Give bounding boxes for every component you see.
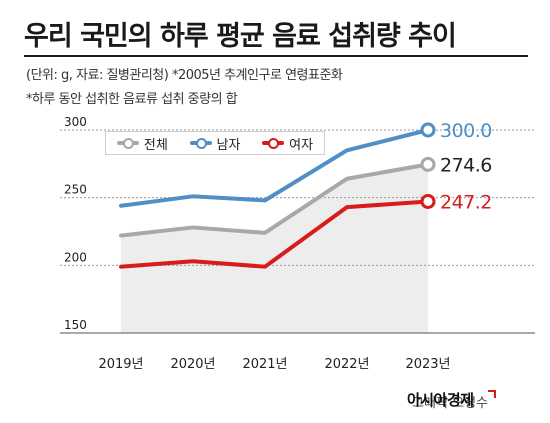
legend-item-male: 남자 <box>189 134 241 153</box>
end-point-2 <box>420 193 436 209</box>
chart-title: 우리 국민의 하루 평균 음료 섭취량 추이 <box>24 21 457 52</box>
legend: 전체 남자 여자 <box>105 131 325 155</box>
chart-subtitle: (단위: g, 자료: 질병관리청) *2005년 추계인구로 연령표준화 <box>26 68 343 83</box>
end-value-label-1: 300.0 <box>440 120 492 142</box>
brand-name: 아시아경제 <box>407 391 474 409</box>
legend-item-total: 전체 <box>116 134 168 153</box>
series-line-2 <box>119 199 430 269</box>
x-tick-label-0: 2019년 <box>98 357 143 372</box>
x-tick-label-3: 2022년 <box>324 357 369 372</box>
graphic-credit: 그래픽 오성수 <box>412 396 488 411</box>
legend-swatch-total <box>116 138 139 149</box>
end-value-label-2: 247.2 <box>440 191 492 213</box>
y-tick-label-300: 300 <box>64 115 87 129</box>
legend-item-female: 여자 <box>262 134 313 153</box>
legend-label-male: 남자 <box>216 137 241 153</box>
brand-mark-icon <box>488 390 496 398</box>
end-point-0 <box>420 156 436 172</box>
end-value-label-0: 274.6 <box>440 154 492 176</box>
title-rule <box>24 55 528 57</box>
legend-swatch-female <box>262 138 285 149</box>
y-tick-label-250: 250 <box>64 183 87 197</box>
legend-swatch-male <box>189 138 212 149</box>
area-fill-total <box>121 164 428 333</box>
x-tick-label-1: 2020년 <box>170 357 215 372</box>
y-tick-label-200: 200 <box>64 250 87 264</box>
end-point-1 <box>420 122 436 138</box>
legend-label-total: 전체 <box>143 137 168 153</box>
chart-note: *하루 동안 섭취한 음료류 섭취 중량의 합 <box>26 92 238 107</box>
y-tick-label-150: 150 <box>64 318 87 332</box>
x-tick-label-4: 2023년 <box>405 357 450 372</box>
series-line-1 <box>119 128 430 208</box>
series-line-0 <box>119 162 430 238</box>
legend-label-female: 여자 <box>289 137 314 153</box>
x-tick-label-2: 2021년 <box>242 357 287 372</box>
